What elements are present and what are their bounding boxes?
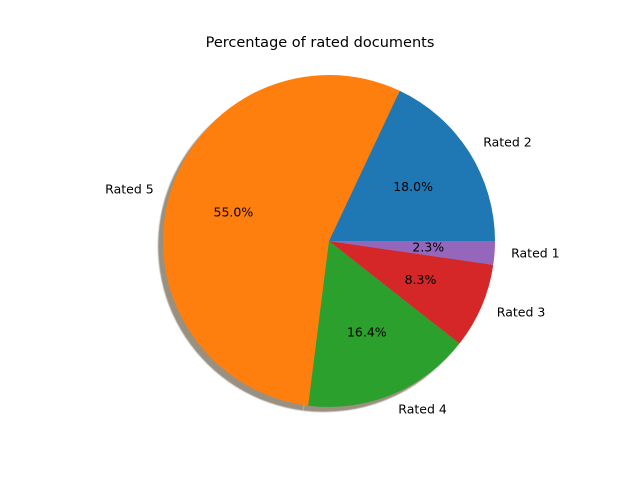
slice-label-rated-4: Rated 4 (398, 401, 447, 416)
chart-title: Percentage of rated documents (205, 35, 435, 51)
slice-pct-rated-4: 16.4% (347, 325, 387, 340)
slice-pct-rated-1: 2.3% (412, 240, 444, 255)
slice-pct-rated-3: 8.3% (405, 272, 437, 287)
slice-rated-1 (329, 241, 495, 265)
slice-label-rated-5: Rated 5 (105, 182, 154, 197)
slice-rated-3 (329, 241, 494, 344)
slice-pct-rated-2: 18.0% (393, 179, 433, 194)
slice-rated-4 (308, 241, 460, 407)
pie-labels: Rated 2 18.0% Rated 5 55.0% Rated 4 16.4% Rate… (105, 135, 559, 417)
slice-pct-rated-5: 55.0% (214, 205, 254, 220)
slice-label-rated-2: Rated 2 (483, 135, 532, 150)
slice-label-rated-1: Rated 1 (511, 246, 560, 261)
pie-slices (162, 74, 495, 407)
slice-label-rated-3: Rated 3 (497, 305, 546, 320)
slice-rated-5 (162, 74, 400, 406)
slice-rated-2 (329, 90, 495, 241)
